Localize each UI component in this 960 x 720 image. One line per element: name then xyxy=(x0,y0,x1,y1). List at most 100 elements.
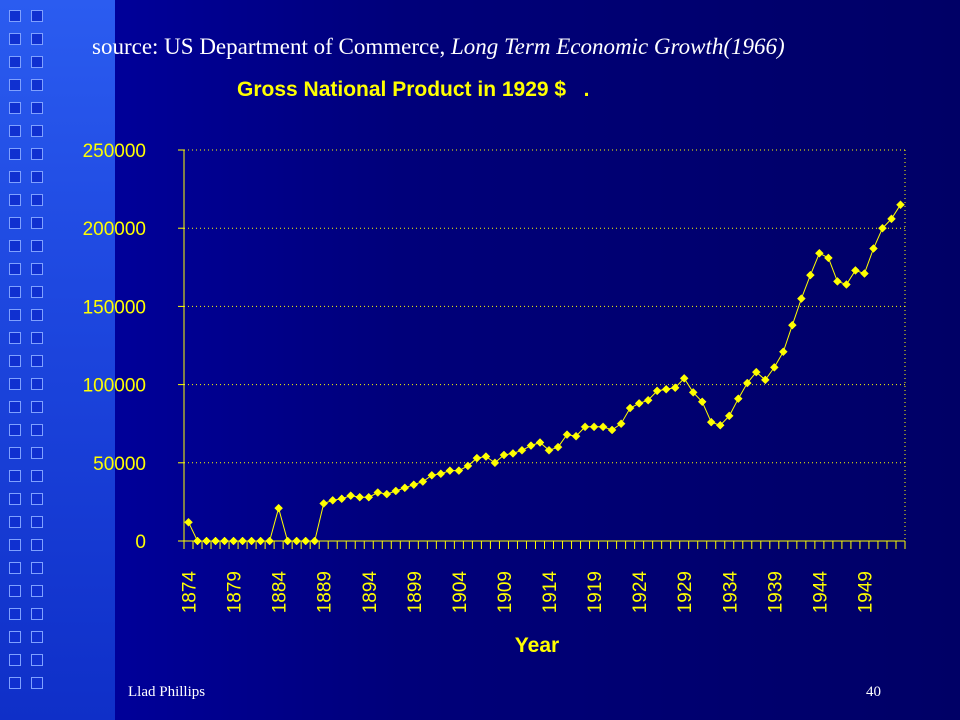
data-point xyxy=(760,375,770,385)
x-tick-label: 1909 xyxy=(495,571,516,613)
decorative-square xyxy=(31,654,43,666)
data-point xyxy=(427,470,437,480)
data-point xyxy=(472,453,482,463)
data-point xyxy=(571,431,581,441)
x-axis-label: Year xyxy=(515,634,559,657)
data-point xyxy=(544,445,554,455)
decorative-square xyxy=(31,447,43,459)
data-point xyxy=(481,452,491,461)
decorative-square xyxy=(9,240,21,252)
source-prefix: source: US Department of Commerce, xyxy=(92,34,451,59)
decorative-square xyxy=(31,470,43,482)
decorative-square xyxy=(9,516,21,528)
decorative-square xyxy=(31,493,43,505)
data-point xyxy=(787,320,797,330)
data-point xyxy=(283,536,292,546)
data-point xyxy=(878,223,887,233)
data-point xyxy=(418,477,428,486)
decorative-square xyxy=(31,608,43,620)
x-tick-label: 1919 xyxy=(585,571,606,613)
decorative-square xyxy=(31,585,43,597)
decorative-square xyxy=(31,56,43,68)
decorative-square xyxy=(9,79,21,91)
decorative-square xyxy=(9,470,21,482)
data-point xyxy=(887,214,896,224)
chart-title: Gross National Product in 1929 $ . xyxy=(237,78,589,101)
data-point xyxy=(688,388,698,397)
data-point xyxy=(193,536,202,546)
decorative-square xyxy=(31,79,43,91)
data-point xyxy=(256,536,265,546)
data-point xyxy=(454,466,464,475)
data-point xyxy=(499,450,509,460)
data-point xyxy=(409,480,419,490)
decorative-square xyxy=(9,401,21,413)
footer-author: Llad Phillips xyxy=(128,684,206,700)
y-tick-label: 200000 xyxy=(83,219,146,240)
data-point xyxy=(391,486,401,496)
x-tick-label: 1904 xyxy=(450,571,471,614)
decorative-square xyxy=(31,516,43,528)
data-point xyxy=(238,536,247,546)
decorative-square xyxy=(31,125,43,137)
data-point xyxy=(616,419,626,429)
y-tick-labels: 0 50000 100000 150000 200000 250000 xyxy=(83,141,146,553)
source-title: Long Term Economic Growth(1966) xyxy=(450,34,785,59)
decorative-square xyxy=(31,263,43,275)
data-point xyxy=(869,244,878,253)
decorative-square xyxy=(9,263,21,275)
data-point xyxy=(797,294,806,303)
data-point xyxy=(769,363,779,372)
decorative-square xyxy=(9,608,21,620)
decorative-square xyxy=(9,631,21,643)
x-tick-label: 1874 xyxy=(180,571,201,614)
data-point xyxy=(634,399,644,408)
decorative-square xyxy=(31,10,43,22)
x-tick-labels: 1874 1879 1884 1889 1894 1899 1904 1909 1914 1919… xyxy=(180,571,877,614)
decorative-square xyxy=(31,401,43,413)
decorative-square xyxy=(9,677,21,689)
y-tick-label: 50000 xyxy=(93,454,146,475)
gridlines xyxy=(184,149,906,541)
data-point xyxy=(652,386,662,396)
data-point xyxy=(319,499,329,508)
data-point xyxy=(292,536,302,546)
decorative-square xyxy=(9,562,21,574)
decorative-square xyxy=(9,539,21,551)
decorative-square xyxy=(31,332,43,344)
data-point xyxy=(436,469,446,479)
decorative-square xyxy=(9,332,21,344)
data-point xyxy=(724,411,734,421)
data-point xyxy=(337,494,347,504)
decorative-square xyxy=(31,33,43,45)
decorative-square xyxy=(31,378,43,390)
decorative-square xyxy=(31,631,43,643)
data-point xyxy=(184,517,193,527)
data-point xyxy=(346,491,356,500)
data-point xyxy=(851,266,860,275)
x-tick-label: 1889 xyxy=(315,571,336,613)
data-point xyxy=(373,488,383,497)
data-point xyxy=(589,422,599,432)
data-point xyxy=(220,536,229,546)
data-point xyxy=(445,466,455,475)
data-point xyxy=(742,378,752,388)
data-point xyxy=(679,373,689,383)
x-tick-label: 1939 xyxy=(765,571,786,613)
x-tick-label: 1914 xyxy=(540,571,561,614)
data-point xyxy=(607,425,617,435)
data-point xyxy=(301,536,311,546)
y-tick-label: 0 xyxy=(135,532,146,553)
data-point xyxy=(661,384,671,394)
decorative-square xyxy=(31,102,43,114)
data-point xyxy=(580,422,590,432)
decorative-square xyxy=(31,355,43,367)
data-point xyxy=(490,458,500,468)
data-point xyxy=(598,422,608,432)
data-point xyxy=(400,483,410,493)
decorative-square xyxy=(31,171,43,183)
decorative-square xyxy=(31,424,43,436)
data-point xyxy=(706,417,716,427)
decorative-square xyxy=(9,56,21,68)
